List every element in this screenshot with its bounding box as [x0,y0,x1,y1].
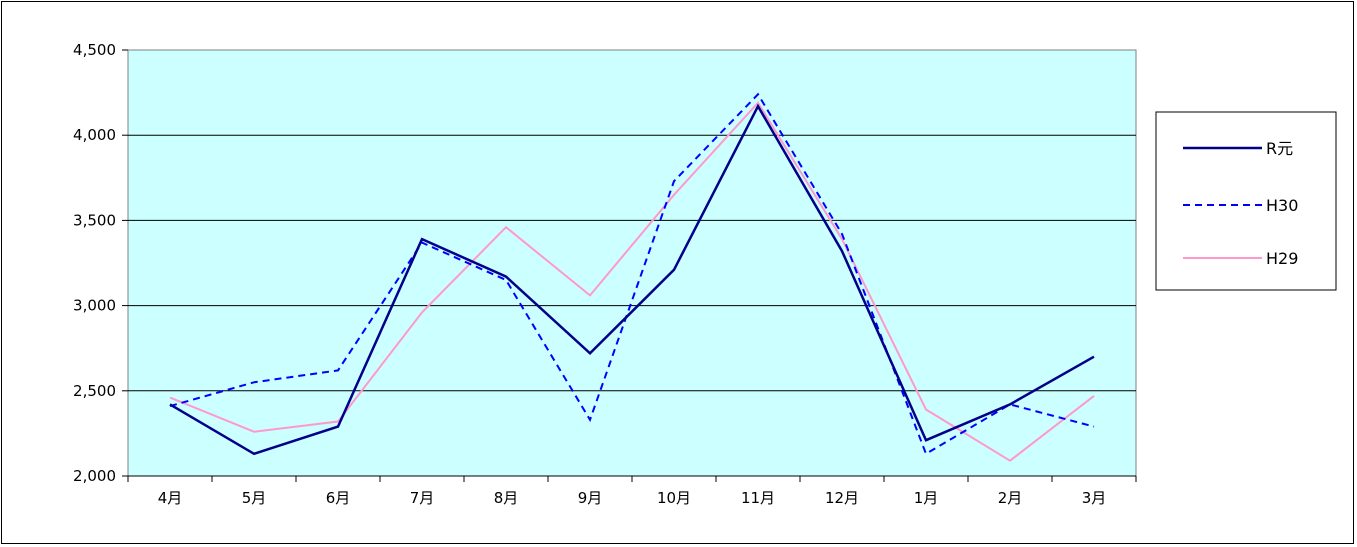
legend: R元 H30 H29 [1155,111,1337,291]
x-tick-label: 1月 [914,489,939,507]
y-tick-label: 2,000 [73,467,116,485]
legend-label: H29 [1266,249,1298,268]
x-tick-label: 10月 [657,489,691,507]
y-tick-label: 3,000 [73,297,116,315]
x-tick-label: 2月 [998,489,1023,507]
x-tick-label: 6月 [326,489,351,507]
series-line-H29 [169,101,1095,462]
legend-label: R元 [1266,139,1293,158]
legend-label: H30 [1266,196,1298,215]
x-tick-label: 5月 [242,489,267,507]
x-tick-label: 3月 [1082,489,1107,507]
y-tick-label: 2,500 [73,382,116,400]
series-group [169,92,1095,462]
y-tick-label: 3,500 [73,211,116,229]
x-tick-label: 7月 [410,489,435,507]
series-line-H30 [169,92,1095,456]
x-tick-label: 9月 [578,489,603,507]
grid [128,134,1136,392]
x-axis-ticks: 4月 5月 6月 7月 8月 9月 10月 11月 12月 1月 2月 3月 [127,475,1137,507]
x-tick-label: 11月 [741,489,775,507]
x-tick-label: 12月 [825,489,859,507]
x-tick-label: 8月 [494,489,519,507]
y-axis-ticks: 2,000 2,500 3,000 3,500 4,000 4,500 [73,41,128,485]
y-tick-label: 4,000 [73,126,116,144]
series-line-R元 [169,103,1095,456]
y-tick-label: 4,500 [73,41,116,59]
x-tick-label: 4月 [158,489,183,507]
plot-area [127,49,1137,477]
legend-box [1155,111,1337,291]
